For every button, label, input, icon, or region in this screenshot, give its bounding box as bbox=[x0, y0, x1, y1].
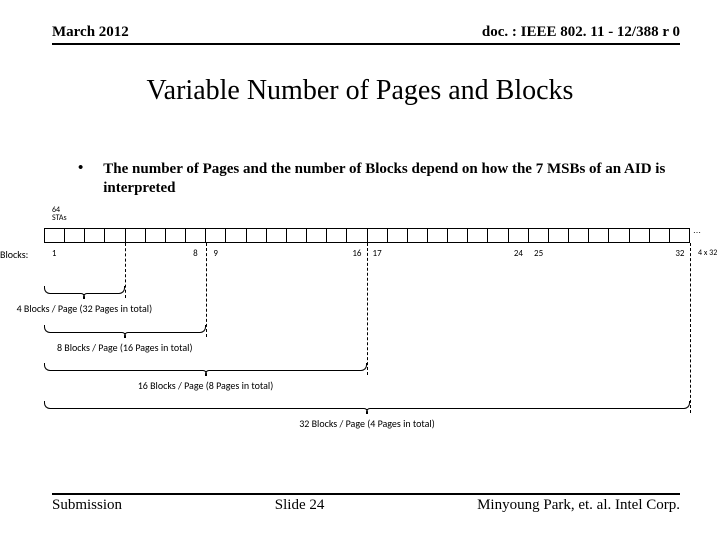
block-cell bbox=[528, 228, 548, 243]
block-tick: 32 bbox=[675, 248, 684, 259]
stas-line2: STAs bbox=[52, 214, 67, 222]
block-tick: 1 bbox=[52, 248, 57, 259]
block-cell bbox=[145, 228, 165, 243]
block-cell bbox=[367, 228, 387, 243]
block-cell bbox=[205, 228, 225, 243]
guide-line bbox=[125, 243, 126, 298]
page-title: Variable Number of Pages and Blocks bbox=[0, 75, 720, 107]
brace-label: 4 Blocks / Page (32 Pages in total) bbox=[16, 302, 152, 315]
block-cell bbox=[407, 228, 427, 243]
brace-group: 16 Blocks / Page (8 Pages in total) bbox=[44, 363, 367, 392]
brace-shape bbox=[44, 286, 125, 298]
block-tick: 8 bbox=[193, 248, 198, 259]
right-multiplier: 4 x 32 bbox=[698, 248, 717, 258]
brace-label: 16 Blocks / Page (8 Pages in total) bbox=[44, 379, 367, 392]
block-cell bbox=[669, 228, 690, 243]
bullet-dot: • bbox=[78, 160, 83, 198]
footer-right: Minyoung Park, et. al. Intel Corp. bbox=[477, 497, 680, 514]
brace-group: 4 Blocks / Page (32 Pages in total) bbox=[44, 286, 125, 315]
bullet-text: The number of Pages and the number of Bl… bbox=[103, 160, 670, 198]
block-cell bbox=[185, 228, 205, 243]
block-tick: 9 bbox=[213, 248, 218, 259]
header-left: March 2012 bbox=[52, 24, 129, 41]
stas-label: 64 STAs bbox=[52, 206, 67, 223]
block-cell bbox=[326, 228, 346, 243]
block-cell bbox=[165, 228, 185, 243]
brace-shape bbox=[44, 363, 367, 375]
brace-tip bbox=[121, 332, 129, 337]
footer-left: Submission bbox=[52, 497, 122, 514]
block-cell bbox=[346, 228, 366, 243]
block-cell bbox=[125, 228, 145, 243]
block-tick: 24 bbox=[514, 248, 523, 259]
block-cell bbox=[44, 228, 64, 243]
block-tick: 17 bbox=[373, 248, 382, 259]
block-cell bbox=[629, 228, 649, 243]
block-cell bbox=[487, 228, 507, 243]
block-cell bbox=[225, 228, 245, 243]
brace-group: 8 Blocks / Page (16 Pages in total) bbox=[44, 325, 206, 354]
block-cell bbox=[427, 228, 447, 243]
block-cell bbox=[286, 228, 306, 243]
brace-label: 8 Blocks / Page (16 Pages in total) bbox=[44, 341, 206, 354]
block-cell bbox=[588, 228, 608, 243]
guide-line bbox=[690, 243, 691, 413]
brace-shape bbox=[44, 325, 206, 337]
block-cell bbox=[64, 228, 84, 243]
block-cell bbox=[266, 228, 286, 243]
header: March 2012 doc. : IEEE 802. 11 - 12/388 … bbox=[52, 24, 680, 45]
block-cell bbox=[104, 228, 124, 243]
block-cell bbox=[447, 228, 467, 243]
brace-group: 32 Blocks / Page (4 Pages in total) bbox=[44, 401, 690, 430]
footer-center: Slide 24 bbox=[275, 497, 325, 514]
block-cell bbox=[306, 228, 326, 243]
header-right: doc. : IEEE 802. 11 - 12/388 r 0 bbox=[482, 24, 680, 41]
footer: Submission Slide 24 Minyoung Park, et. a… bbox=[52, 493, 680, 514]
block-cell bbox=[84, 228, 104, 243]
block-cell bbox=[548, 228, 568, 243]
block-cell bbox=[508, 228, 528, 243]
brace-label: 32 Blocks / Page (4 Pages in total) bbox=[44, 417, 690, 430]
brace-tip bbox=[202, 370, 210, 375]
block-cell bbox=[649, 228, 669, 243]
brace-tip bbox=[80, 293, 88, 298]
block-cell bbox=[568, 228, 588, 243]
bullet-item: • The number of Pages and the number of … bbox=[78, 160, 670, 198]
block-tick: 16 bbox=[352, 248, 361, 259]
block-cell bbox=[387, 228, 407, 243]
brace-tip bbox=[363, 408, 371, 413]
block-cell bbox=[246, 228, 266, 243]
guide-line bbox=[367, 243, 368, 375]
block-cell bbox=[467, 228, 487, 243]
blocks-row bbox=[44, 228, 690, 243]
ellipsis: ⋯ bbox=[693, 228, 701, 238]
blocks-axis-label: Blocks: bbox=[0, 248, 28, 261]
brace-shape bbox=[44, 401, 690, 413]
guide-line bbox=[206, 243, 207, 337]
block-tick: 25 bbox=[534, 248, 543, 259]
block-cell bbox=[608, 228, 628, 243]
